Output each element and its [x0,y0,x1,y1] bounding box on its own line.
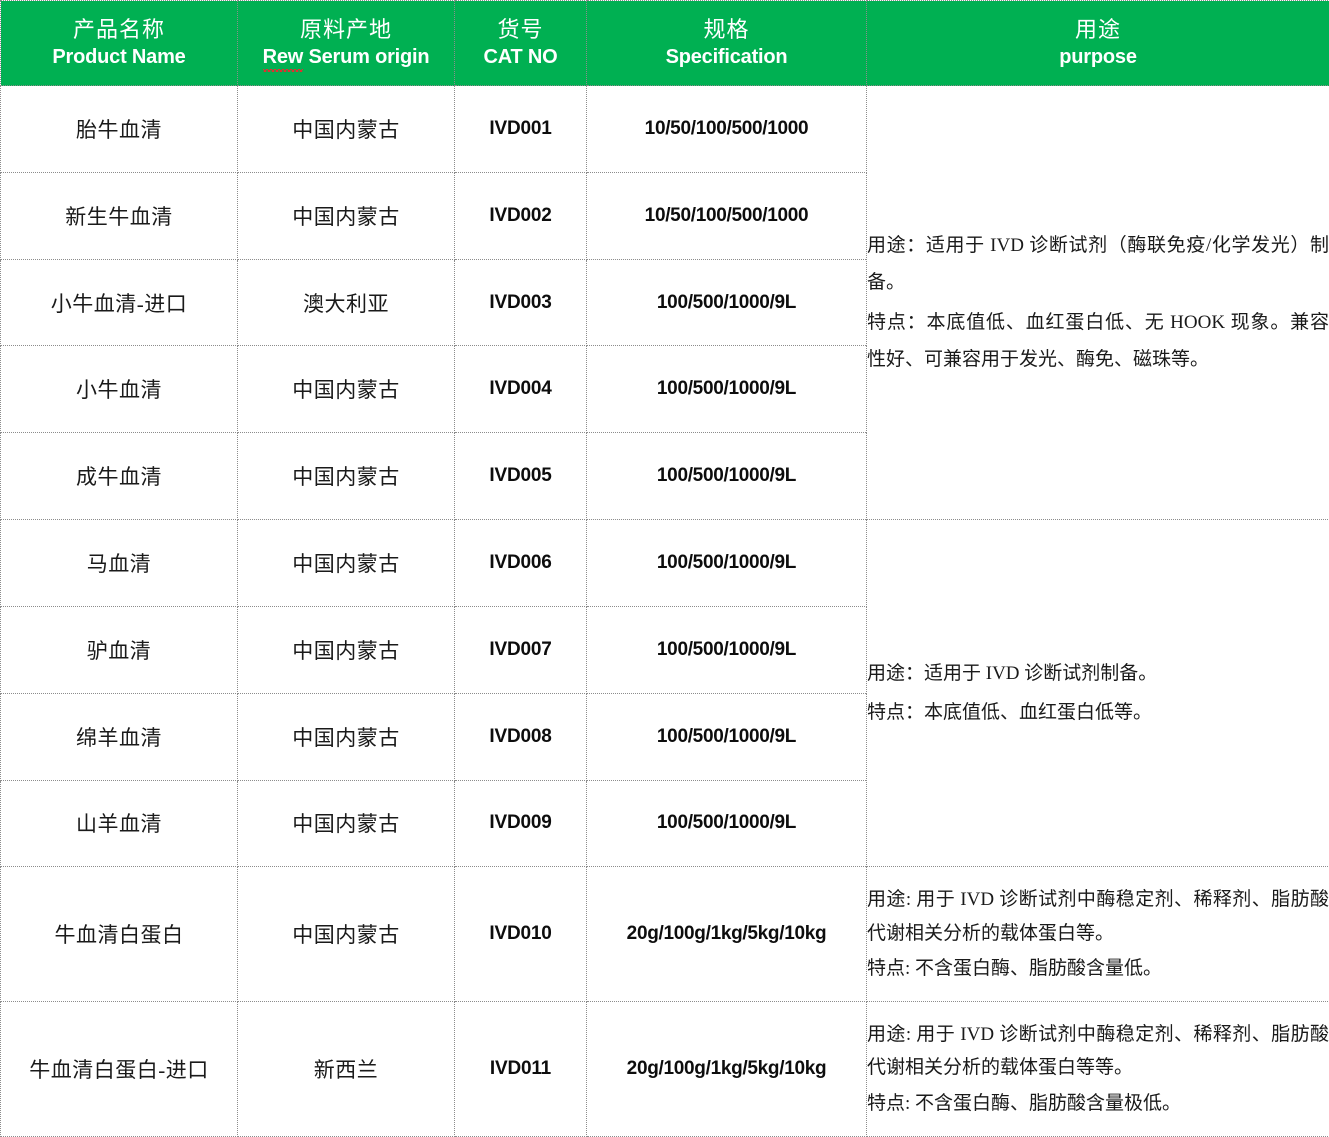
table-row: 胎牛血清 中国内蒙古 IVD001 10/50/100/500/1000 用途：适用于 … [0,84,1329,521]
table-row: 绵羊血清 中国内蒙古 IVD008 100/500/1000/9L [0,692,1329,781]
cell-product-name: 成牛血清 [0,432,238,521]
cell-origin: 中国内蒙古 [237,432,455,521]
table-header: 产品名称 Product Name 原料产地 Rew Serum origin … [0,0,1329,86]
column-header-specification-cn: 规格 [703,16,750,42]
cell-cat-no: IVD005 [454,432,587,521]
cell-origin: 澳大利亚 [237,258,455,347]
purpose-line: 用途：适用于 IVD 诊断试剂制备。 [867,663,1158,685]
cell-cat-no: IVD008 [454,692,587,781]
column-header-origin-en-rest: Serum origin [303,46,430,69]
cell-product-name: 山羊血清 [0,779,238,868]
cell-cat-no: IVD006 [454,519,587,607]
column-header-product-name: 产品名称 Product Name [0,0,238,86]
column-header-purpose-cn: 用途 [1074,16,1121,42]
cell-specification: 100/500/1000/9L [586,519,867,607]
cell-purpose: 用途：适用于 IVD 诊断试剂（酶联免疫/化学发光）制备。 特点：本底值低、血红蛋… [866,84,1329,521]
cell-product-name: 新生牛血清 [0,171,238,260]
cell-origin: 中国内蒙古 [237,345,455,434]
table-body: 胎牛血清 中国内蒙古 IVD001 10/50/100/500/1000 用途：适用于 … [0,84,1329,1137]
cell-cat-no: IVD011 [454,1001,587,1137]
cell-specification: 100/500/1000/9L [586,779,867,868]
cell-specification: 20g/100g/1kg/5kg/10kg [586,866,867,1003]
cell-specification: 100/500/1000/9L [586,258,867,347]
cell-cat-no: IVD010 [454,866,587,1003]
column-header-product-name-cn: 产品名称 [72,16,165,42]
purpose-line: 用途: 用于 IVD 诊断试剂中酶稳定剂、稀释剂、脂肪酸代谢相关分析的载体蛋白等… [867,1024,1329,1079]
column-header-cat-no-cn: 货号 [497,16,544,42]
table-row: 小牛血清 中国内蒙古 IVD004 100/500/1000/9L [0,345,1329,434]
column-header-specification: 规格 Specification [586,0,867,86]
table-row: 成牛血清 中国内蒙古 IVD005 100/500/1000/9L [0,432,1329,521]
column-header-origin: 原料产地 Rew Serum origin [237,0,455,86]
table-row: 驴血清 中国内蒙古 IVD007 100/500/1000/9L [0,605,1329,694]
cell-cat-no: IVD004 [454,345,587,434]
cell-product-name: 绵羊血清 [0,692,238,781]
cell-specification: 100/500/1000/9L [586,605,867,694]
misspelled-word-rew: Rew [262,46,304,73]
cell-specification: 20g/100g/1kg/5kg/10kg [586,1001,867,1137]
cell-product-name: 小牛血清-进口 [0,258,238,347]
table-row: 牛血清白蛋白 中国内蒙古 IVD010 20g/100g/1kg/5kg/10kg 用途… [0,866,1329,1003]
cell-specification: 100/500/1000/9L [586,432,867,521]
column-header-origin-en: Rew Serum origin [262,44,430,73]
cell-cat-no: IVD001 [454,85,587,173]
column-header-cat-no-en: CAT NO [483,46,558,69]
column-header-specification-en: Specification [665,46,788,69]
cell-product-name: 驴血清 [0,605,238,694]
column-header-purpose-en: purpose [1059,46,1137,69]
table-row: 新生牛血清 中国内蒙古 IVD002 10/50/100/500/1000 [0,171,1329,260]
cell-product-name: 马血清 [0,519,238,607]
purpose-line: 用途: 用于 IVD 诊断试剂中酶稳定剂、稀释剂、脂肪酸代谢相关分析的载体蛋白等… [867,889,1329,944]
cell-cat-no: IVD007 [454,605,587,694]
cell-origin: 中国内蒙古 [237,866,455,1003]
table-row: 山羊血清 中国内蒙古 IVD009 100/500/1000/9L [0,779,1329,868]
cell-specification: 100/500/1000/9L [586,345,867,434]
column-header-product-name-en: Product Name [52,46,186,69]
cell-origin: 中国内蒙古 [237,605,455,694]
cell-origin: 新西兰 [237,1001,455,1137]
table-row: 马血清 中国内蒙古 IVD006 100/500/1000/9L 用途：适用于 IVD … [0,519,1329,868]
column-header-cat-no: 货号 CAT NO [454,0,587,86]
cell-cat-no: IVD002 [454,171,587,260]
cell-origin: 中国内蒙古 [237,171,455,260]
cell-origin: 中国内蒙古 [237,692,455,781]
purpose-line: 特点: 不含蛋白酶、脂肪酸含量低。 [867,957,1163,979]
purpose-line: 特点：本底值低、血红蛋白低等。 [867,702,1153,724]
cell-purpose: 用途：适用于 IVD 诊断试剂制备。 特点：本底值低、血红蛋白低等。 [866,519,1329,868]
table-row: 牛血清白蛋白-进口 新西兰 IVD011 20g/100g/1kg/5kg/10kg 用… [0,1001,1329,1137]
cell-cat-no: IVD003 [454,258,587,347]
purpose-line: 特点：本底值低、血红蛋白低、无 HOOK 现象。兼容性好、可兼容用于发光、酶免、… [867,311,1329,370]
cell-origin: 中国内蒙古 [237,779,455,868]
header-row: 产品名称 Product Name 原料产地 Rew Serum origin … [0,0,1329,86]
cell-specification: 10/50/100/500/1000 [586,85,867,173]
column-header-origin-cn: 原料产地 [299,16,392,42]
cell-purpose: 用途: 用于 IVD 诊断试剂中酶稳定剂、稀释剂、脂肪酸代谢相关分析的载体蛋白等… [866,866,1329,1003]
cell-purpose: 用途: 用于 IVD 诊断试剂中酶稳定剂、稀释剂、脂肪酸代谢相关分析的载体蛋白等… [866,1001,1329,1137]
column-header-purpose: 用途 purpose [866,0,1329,86]
cell-cat-no: IVD009 [454,779,587,868]
cell-specification: 10/50/100/500/1000 [586,171,867,260]
purpose-line: 特点: 不含蛋白酶、脂肪酸含量极低。 [867,1092,1182,1114]
cell-origin: 中国内蒙古 [237,85,455,173]
cell-product-name: 牛血清白蛋白 [0,866,238,1003]
table-row: 小牛血清-进口 澳大利亚 IVD003 100/500/1000/9L [0,258,1329,347]
cell-origin: 中国内蒙古 [237,519,455,607]
cell-product-name: 小牛血清 [0,345,238,434]
cell-product-name: 牛血清白蛋白-进口 [0,1001,238,1137]
cell-product-name: 胎牛血清 [0,85,238,173]
purpose-line: 用途：适用于 IVD 诊断试剂（酶联免疫/化学发光）制备。 [867,235,1329,294]
cell-specification: 100/500/1000/9L [586,692,867,781]
